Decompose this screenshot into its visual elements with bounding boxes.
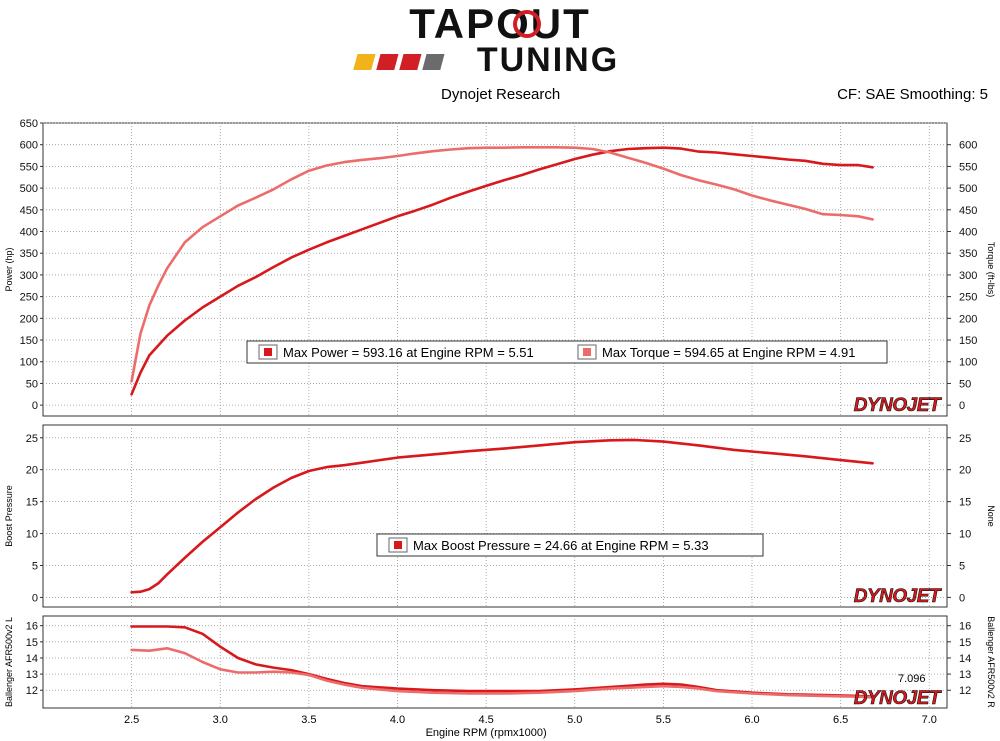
- logo-stripe-2: [376, 54, 399, 70]
- y-tick-label: 0: [32, 400, 38, 412]
- y-tick-label: 0: [32, 592, 38, 604]
- y-axis-label-right: Torque (ft-lbs): [986, 242, 996, 298]
- y-right-tick-label: 550: [959, 161, 977, 173]
- y-tick-label: 150: [20, 335, 38, 347]
- series-line-torque: [130, 146, 874, 383]
- legend-swatch: [264, 348, 272, 356]
- y-right-tick-label: 600: [959, 140, 977, 152]
- y-right-tick-label: 0: [959, 592, 965, 604]
- y-tick-label: 15: [26, 637, 38, 649]
- y-tick-label: 14: [26, 653, 38, 665]
- y-axis-label: Power (hp): [4, 247, 14, 291]
- x-tick-label: 5.5: [656, 714, 671, 726]
- y-tick-label: 20: [26, 465, 38, 477]
- y-right-tick-label: 15: [959, 497, 971, 509]
- y-right-tick-label: 200: [959, 313, 977, 325]
- y-right-tick-label: 13: [959, 669, 971, 681]
- x-tick-label: 4.0: [390, 714, 405, 726]
- legend-entry: Max Boost Pressure = 24.66 at Engine RPM…: [413, 538, 709, 553]
- y-axis-label-right: None: [986, 505, 996, 527]
- y-right-tick-label: 450: [959, 205, 977, 217]
- y-tick-label: 12: [26, 685, 38, 697]
- y-axis-label: Boost Pressure: [4, 485, 14, 547]
- y-right-tick-label: 14: [959, 653, 971, 665]
- x-axis-label: Engine RPM (rpmx1000): [426, 727, 547, 739]
- y-right-tick-label: 5: [959, 560, 965, 572]
- chart-panel-1: 0 50 100 150 200 250 300 350 400 450 500 550 600 650 0…: [4, 118, 996, 417]
- value-annotation: 7.096: [898, 673, 926, 685]
- y-tick-label: 650: [20, 118, 38, 130]
- y-right-tick-label: 25: [959, 433, 971, 445]
- dynojet-watermark: DYNOJET: [854, 688, 942, 709]
- y-right-tick-label: 0: [959, 400, 965, 412]
- y-tick-label: 50: [26, 378, 38, 390]
- y-axis-label-right: Ballenger AFR500v2 R: [986, 616, 996, 708]
- y-tick-label: 500: [20, 183, 38, 195]
- y-tick-label: 400: [20, 227, 38, 239]
- legend-entry: Max Torque = 594.65 at Engine RPM = 4.91: [602, 345, 855, 360]
- y-right-tick-label: 15: [959, 637, 971, 649]
- y-tick-label: 10: [26, 529, 38, 541]
- tapout-tuning-logo: TAPOUT TUNING: [353, 0, 619, 79]
- y-right-tick-label: 150: [959, 335, 977, 347]
- y-tick-label: 250: [20, 292, 38, 304]
- header-left-text: Dynojet Research: [441, 86, 561, 103]
- y-tick-label: 450: [20, 205, 38, 217]
- turbo-icon: [513, 10, 541, 38]
- y-right-tick-label: 12: [959, 685, 971, 697]
- header-right-text: CF: SAE Smoothing: 5: [837, 86, 988, 103]
- y-right-tick-label: 20: [959, 465, 971, 477]
- y-axis-label: Ballenger AFR500v2 L: [4, 617, 14, 707]
- x-tick-label: 3.5: [301, 714, 316, 726]
- logo-stripe-1: [353, 54, 376, 70]
- series-line-power: [130, 146, 874, 396]
- x-tick-label: 6.5: [833, 714, 848, 726]
- y-right-tick-label: 100: [959, 357, 977, 369]
- x-tick-label: 3.0: [213, 714, 228, 726]
- legend-box: [246, 340, 888, 364]
- y-tick-label: 16: [26, 621, 38, 633]
- legend-entry: Max Power = 593.16 at Engine RPM = 5.51: [283, 345, 534, 360]
- x-tick-label: 2.5: [124, 714, 139, 726]
- logo-stripe-3: [399, 54, 422, 70]
- y-right-tick-label: 250: [959, 292, 977, 304]
- dynojet-watermark: DYNOJET: [854, 395, 942, 416]
- series-line-ballenger-afr500v2-r: [130, 647, 874, 699]
- y-tick-label: 200: [20, 313, 38, 325]
- y-tick-label: 550: [20, 161, 38, 173]
- plot-frame: [42, 424, 948, 608]
- x-tick-label: 5.0: [567, 714, 582, 726]
- y-tick-label: 13: [26, 669, 38, 681]
- y-right-tick-label: 300: [959, 270, 977, 282]
- logo-top-text: TAPOUT: [409, 0, 591, 47]
- x-tick-label: 6.0: [744, 714, 759, 726]
- logo-bottom-text: TUNING: [477, 41, 619, 79]
- y-tick-label: 600: [20, 140, 38, 152]
- series-line-boost-pressure: [130, 438, 874, 594]
- y-tick-label: 300: [20, 270, 38, 282]
- y-tick-label: 100: [20, 357, 38, 369]
- chart-panel-2: 0 5 10 15 20 25 0 5 10 15 20 25 Boost Pressure None DY…: [4, 424, 996, 608]
- dynojet-watermark: DYNOJET: [854, 586, 942, 607]
- legend-box: [376, 533, 764, 557]
- y-right-tick-label: 10: [959, 529, 971, 541]
- y-right-tick-label: 500: [959, 183, 977, 195]
- x-tick-label: 4.5: [478, 714, 493, 726]
- y-right-tick-label: 400: [959, 227, 977, 239]
- y-right-tick-label: 50: [959, 378, 971, 390]
- y-right-tick-label: 16: [959, 621, 971, 633]
- x-tick-label: 7.0: [922, 714, 937, 726]
- y-tick-label: 15: [26, 497, 38, 509]
- logo-stripe-4: [422, 54, 445, 70]
- legend-swatch: [583, 348, 591, 356]
- y-tick-label: 25: [26, 433, 38, 445]
- chart-panel-3: 12 13 14 15 16 12 13 14 15 16 Ballenger AFR500v2 L…: [4, 615, 996, 739]
- plot-frame: [42, 122, 948, 417]
- y-tick-label: 5: [32, 560, 38, 572]
- legend-swatch: [394, 541, 402, 549]
- y-tick-label: 350: [20, 248, 38, 260]
- y-right-tick-label: 350: [959, 248, 977, 260]
